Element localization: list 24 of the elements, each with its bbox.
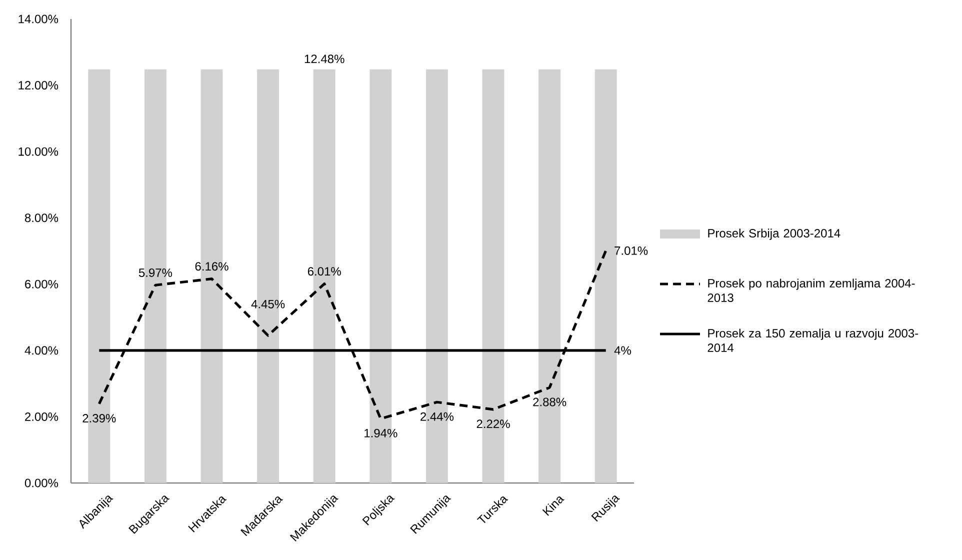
data-label: 6.16% — [195, 262, 228, 271]
data-label: 12.48% — [304, 54, 344, 64]
data-label: 5.97% — [138, 268, 172, 277]
legend-label: Prosek za 150 zemalja u razvoju 2003-2014 — [708, 328, 918, 352]
y-tick-label: 8.00% — [24, 214, 58, 222]
data-label: 1.94% — [364, 428, 398, 438]
data-label: 7.01% — [614, 246, 648, 255]
data-label: 6.01% — [308, 267, 341, 276]
y-tick-label: 12.00% — [18, 81, 58, 90]
data-label: 4.45% — [251, 300, 285, 308]
y-tick-label: 4.00% — [24, 346, 58, 355]
y-tick-label: 0.00% — [24, 478, 58, 488]
y-tick-label: 6.00% — [25, 280, 58, 288]
data-label: 2.44% — [420, 412, 454, 421]
y-tick-label: 10.00% — [18, 147, 58, 156]
legend-label: Prosek Srbija 2003-2014 — [708, 228, 840, 240]
data-label: 2.39% — [82, 414, 116, 422]
x-tick-label: Kina — [542, 496, 564, 516]
y-tick-label: 14.00% — [18, 14, 58, 24]
data-label: 2.88% — [533, 398, 566, 406]
legend-label: Prosek po nabrojanim zemljama 2004-2013 — [708, 278, 915, 302]
data-label: 2.22% — [476, 420, 510, 428]
data-label: 4% — [614, 346, 631, 355]
y-tick-label: 2.00% — [25, 412, 58, 421]
